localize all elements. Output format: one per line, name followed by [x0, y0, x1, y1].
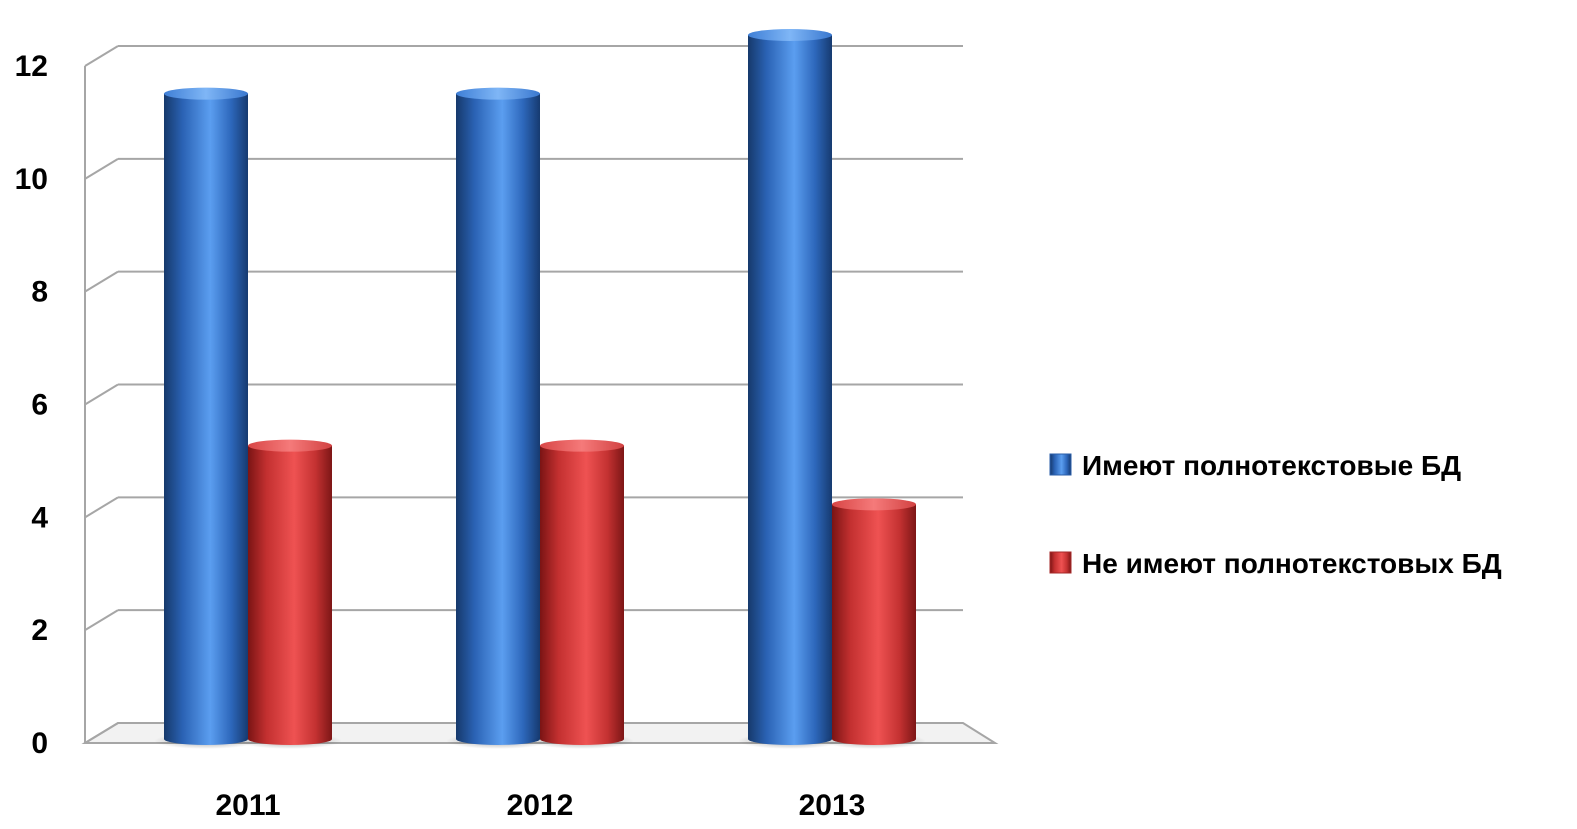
- y-tick-label: 4: [31, 501, 48, 534]
- bar-top: [248, 439, 332, 452]
- bar-body: [456, 93, 540, 745]
- legend-label: Имеют полнотекстовые БД: [1082, 450, 1461, 481]
- gridline-depth: [84, 157, 119, 180]
- gridline-depth: [84, 270, 119, 293]
- bars-layer: [154, 29, 926, 749]
- bar-top: [164, 87, 248, 100]
- bar: [822, 498, 926, 749]
- x-tick-label: 2011: [215, 789, 280, 822]
- y-tick-label: 0: [31, 727, 48, 760]
- y-tick-label: 6: [31, 389, 48, 422]
- x-tick-label: 2012: [507, 789, 574, 822]
- gridline-depth: [84, 383, 119, 406]
- bar-body: [748, 35, 832, 745]
- bar: [154, 87, 258, 749]
- bar: [446, 87, 550, 749]
- bar-top: [748, 29, 832, 41]
- gridline-depth: [84, 45, 119, 67]
- bar-body: [164, 93, 248, 745]
- y-tick-label: 2: [31, 614, 48, 647]
- gridline-depth: [84, 722, 119, 744]
- gridline-depth: [84, 496, 119, 519]
- bar-body: [832, 504, 916, 745]
- bar: [738, 29, 842, 749]
- bar: [530, 439, 634, 749]
- x-tick-label: 2013: [799, 789, 866, 822]
- legend-swatch: [1049, 453, 1072, 476]
- bar-body: [248, 445, 332, 745]
- labels-layer: 0 2 4 6 8 10 12 2011 2012 2013: [15, 50, 866, 822]
- legend-swatch: [1049, 551, 1072, 574]
- bar-body: [540, 445, 624, 745]
- bar: [238, 439, 342, 749]
- y-tick-label: 10: [15, 163, 48, 196]
- gridline-depth: [84, 609, 119, 632]
- y-tick-label: 12: [15, 50, 48, 83]
- bar-top: [456, 87, 540, 100]
- bar-top: [832, 498, 916, 511]
- legend-item: Имеют полнотекстовые БД: [1049, 450, 1461, 481]
- legend-item: Не имеют полнотекстовых БД: [1049, 548, 1502, 579]
- y-tick-label: 8: [31, 276, 48, 309]
- legend: Имеют полнотекстовые БД Не имеют полнотек…: [1049, 450, 1502, 579]
- legend-label: Не имеют полнотекстовых БД: [1082, 548, 1502, 579]
- bar-top: [540, 439, 624, 452]
